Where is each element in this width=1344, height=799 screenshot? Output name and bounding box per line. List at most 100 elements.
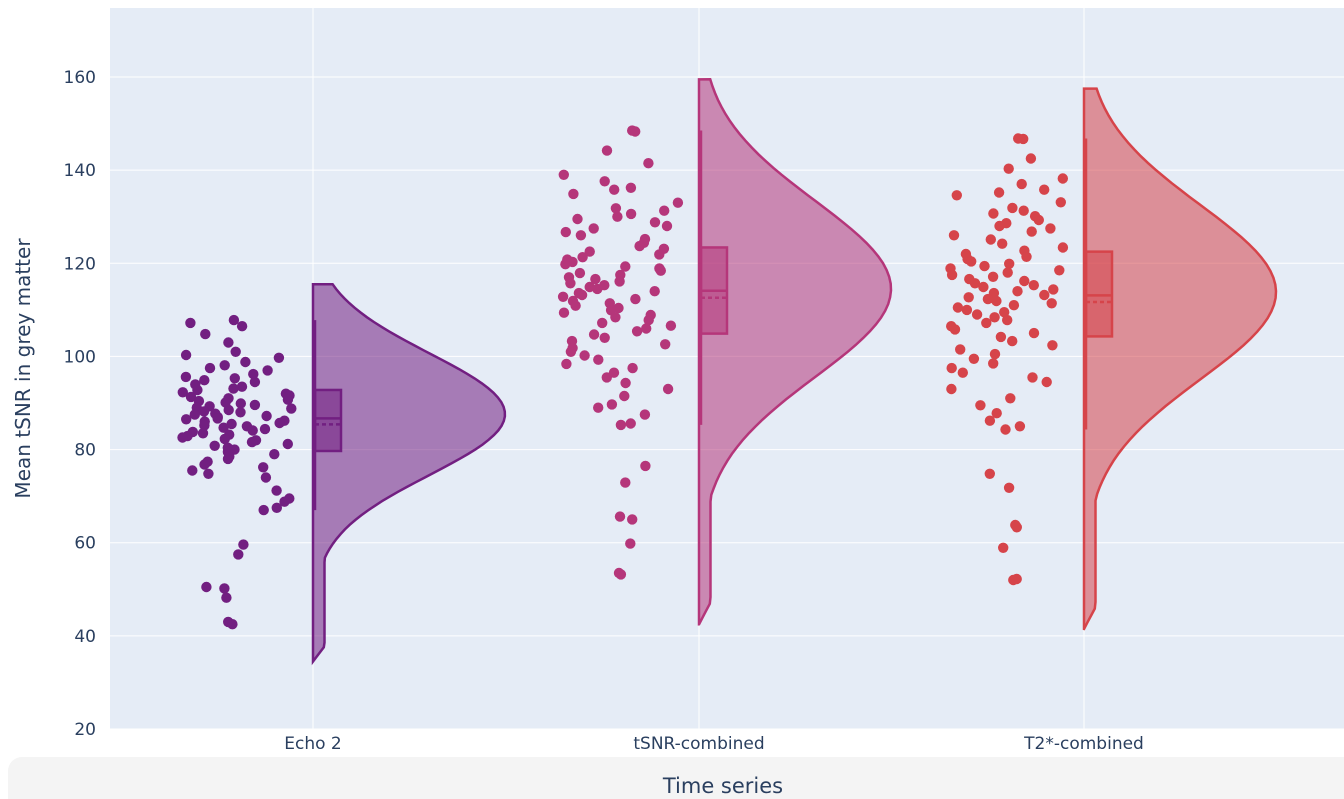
data-point <box>625 208 637 220</box>
data-point <box>620 377 631 389</box>
data-point <box>985 234 996 245</box>
x-tick-label: Echo 2 <box>284 734 341 754</box>
data-point <box>574 267 586 279</box>
data-point <box>1027 372 1038 383</box>
data-point <box>606 399 618 410</box>
data-point <box>946 362 957 374</box>
data-point <box>599 332 610 343</box>
y-tick-label: 120 <box>64 254 96 274</box>
data-point <box>1008 574 1019 586</box>
data-point <box>643 314 654 326</box>
data-point <box>1018 205 1029 216</box>
data-point <box>979 260 990 272</box>
data-point <box>1003 482 1015 493</box>
data-point <box>951 190 962 201</box>
data-point <box>997 238 1008 249</box>
data-point <box>625 182 637 193</box>
data-point <box>1041 376 1052 388</box>
data-point <box>988 208 999 219</box>
data-point <box>661 220 673 232</box>
data-point <box>235 398 246 409</box>
data-point <box>229 373 240 384</box>
data-point <box>1012 286 1023 297</box>
data-point <box>557 291 569 302</box>
data-point <box>963 292 974 303</box>
box-iqr <box>1084 250 1114 338</box>
data-point <box>1054 265 1065 276</box>
data-point <box>199 420 210 431</box>
data-point <box>1025 153 1037 164</box>
data-point <box>274 417 285 429</box>
data-point <box>952 302 964 313</box>
data-point <box>625 538 636 549</box>
data-point <box>260 472 272 483</box>
data-point <box>991 408 1002 419</box>
data-point <box>271 485 282 496</box>
data-point <box>222 453 234 465</box>
data-point <box>221 592 232 603</box>
data-point <box>619 390 630 402</box>
data-point <box>1046 298 1057 309</box>
data-point <box>177 387 188 398</box>
data-point <box>558 307 570 318</box>
data-point <box>185 391 197 403</box>
data-point <box>634 240 645 252</box>
data-point <box>593 402 604 413</box>
data-point <box>662 383 674 395</box>
data-point <box>620 261 631 272</box>
data-point <box>570 300 581 311</box>
data-point <box>219 583 230 594</box>
data-point <box>565 346 577 357</box>
data-point <box>218 422 229 433</box>
data-point <box>230 346 241 357</box>
violin-shape <box>697 78 893 626</box>
data-point <box>223 404 234 416</box>
data-point <box>565 278 576 289</box>
series-t2-combined <box>945 87 1278 631</box>
data-point <box>627 362 638 374</box>
data-point <box>199 459 210 470</box>
data-point <box>966 256 977 267</box>
data-point <box>625 418 636 429</box>
y-tick-label: 20 <box>74 720 96 740</box>
data-point <box>181 414 192 425</box>
data-point <box>649 217 661 228</box>
y-tick-label: 100 <box>64 347 96 367</box>
data-point <box>249 376 261 388</box>
data-point <box>177 432 188 443</box>
data-point <box>233 549 244 560</box>
data-point <box>641 323 652 334</box>
data-point <box>654 249 665 260</box>
data-point <box>957 367 968 378</box>
data-point <box>286 403 297 414</box>
data-point <box>660 339 671 350</box>
data-point <box>639 409 651 420</box>
data-point <box>203 468 214 479</box>
data-point <box>998 542 1009 553</box>
data-point <box>259 423 271 435</box>
data-point <box>201 581 212 593</box>
data-point <box>180 349 192 361</box>
data-point <box>238 539 249 550</box>
violin-shape <box>1082 87 1278 631</box>
data-point <box>630 126 641 137</box>
data-point <box>984 468 995 479</box>
data-point <box>204 362 216 374</box>
data-point <box>187 465 198 476</box>
data-point <box>994 220 1005 232</box>
data-point <box>219 360 230 371</box>
data-point <box>198 406 210 417</box>
data-point <box>258 504 269 516</box>
data-point <box>672 197 684 208</box>
data-point <box>984 415 996 426</box>
data-point <box>1018 133 1029 145</box>
y-tick-label: 160 <box>64 68 96 88</box>
data-point <box>1055 197 1067 208</box>
data-point <box>1014 421 1026 432</box>
x-axis-label: Time series <box>662 774 783 798</box>
data-point <box>1007 335 1018 347</box>
data-point <box>631 326 643 337</box>
data-point <box>593 354 604 365</box>
